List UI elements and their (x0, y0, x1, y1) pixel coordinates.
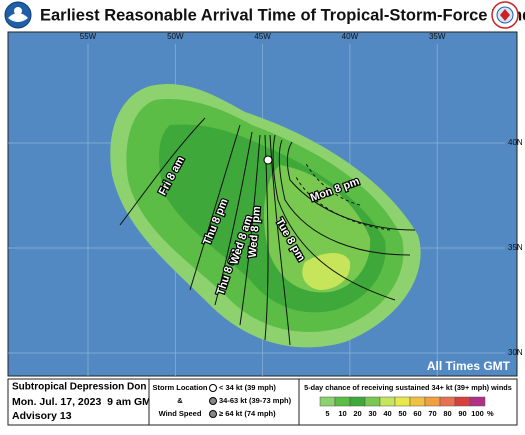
prob-level: 50 (398, 409, 406, 418)
key-item: 34-63 kt (39-73 mph) (219, 396, 292, 405)
prob-swatch (334, 396, 351, 407)
key-title: Storm Location (152, 383, 207, 392)
prob-swatch (409, 396, 426, 407)
advisory: Advisory 13 (12, 410, 72, 422)
key-amp: & (177, 396, 183, 405)
longitude-label: 50W (167, 32, 184, 41)
latitude-label: 35N (508, 243, 523, 252)
nws-logo (491, 1, 519, 29)
key-item: ≥ 64 kt (74 mph) (219, 409, 276, 418)
prob-swatch (424, 396, 441, 407)
longitude-label: 35W (429, 32, 446, 41)
prob-level: 30 (368, 409, 376, 418)
contours (119, 117, 416, 346)
prob-level: 60 (413, 409, 421, 418)
title: Earliest Reasonable Arrival Time of Trop… (40, 6, 525, 24)
prob-swatch (394, 396, 411, 407)
prob-swatch (349, 396, 366, 407)
prob-level: 70 (428, 409, 436, 418)
prob-swatch (469, 396, 486, 407)
prob-unit: % (487, 409, 494, 418)
key-title: Wind Speed (159, 409, 202, 418)
prob-level: 80 (443, 409, 451, 418)
noaa-logo (4, 1, 32, 29)
prob-swatch (379, 396, 396, 407)
prob-level: 5 (325, 409, 329, 418)
contour-label: Wed 8 pm (247, 205, 263, 258)
key-symbol (209, 384, 217, 392)
storm-box (7, 378, 150, 426)
longitude-label: 40W (342, 32, 359, 41)
key-symbol (209, 410, 217, 418)
prob-level: 90 (458, 409, 466, 418)
prob-level: 20 (353, 409, 361, 418)
header (0, 0, 525, 32)
prob-swatch (439, 396, 456, 407)
storm-time: Mon. Jul. 17, 2023 9 am GMT (12, 396, 158, 408)
latitude-label: 30N (508, 348, 523, 357)
prob-swatch (454, 396, 471, 407)
prob-level: 100 (471, 409, 484, 418)
prob-swatch (364, 396, 381, 407)
prob-level: 40 (383, 409, 391, 418)
latitude-label: 40N (508, 138, 523, 147)
key-symbol (209, 397, 217, 405)
storm-location (263, 155, 273, 165)
times-note: All Times GMT (427, 359, 511, 373)
storm-name: Subtropical Depression Don (12, 382, 146, 393)
prob-title: 5-day chance of receiving sustained 34+ … (304, 383, 512, 392)
prob-level: 10 (338, 409, 346, 418)
prob-40 (302, 253, 351, 290)
footer: Subtropical Depression Don Mon. Jul. 17,… (7, 378, 518, 426)
key-item: < 34 kt (39 mph) (219, 383, 276, 392)
longitude-label: 55W (80, 32, 97, 41)
prob-swatch (319, 396, 336, 407)
longitude-label: 45W (254, 32, 271, 41)
